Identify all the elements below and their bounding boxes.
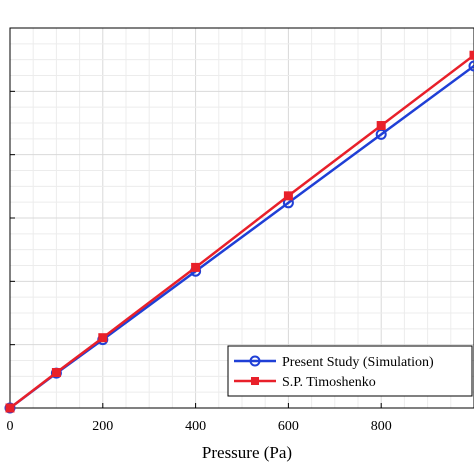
series-layer <box>4 50 474 414</box>
x-tick-label: 600 <box>278 419 299 434</box>
legend-swatch-circle <box>249 355 261 367</box>
legend-box <box>227 345 473 397</box>
legend-swatch-square <box>251 377 259 385</box>
data-point-square <box>283 191 293 201</box>
legend-label: S.P. Timoshenko <box>282 375 376 390</box>
data-point-circle <box>468 60 474 72</box>
x-tick-label: 200 <box>92 419 113 434</box>
data-point-square <box>469 50 474 60</box>
x-tick-label: 800 <box>371 419 392 434</box>
data-point-square <box>376 121 386 131</box>
axis-ticks: 0 200 400 600 800 <box>7 27 392 434</box>
legend-label: Present Study (Simulation) <box>282 355 434 370</box>
legend: Present Study (Simulation) S.P. Timoshenk… <box>227 345 473 397</box>
x-axis-title: Pressure (Pa) <box>202 443 292 462</box>
data-point-square <box>5 403 15 413</box>
data-point-square <box>51 368 61 378</box>
x-tick-label: 0 <box>7 419 14 434</box>
data-point-square <box>98 333 108 343</box>
x-tick-label: 400 <box>185 419 206 434</box>
data-point-square <box>191 262 201 272</box>
